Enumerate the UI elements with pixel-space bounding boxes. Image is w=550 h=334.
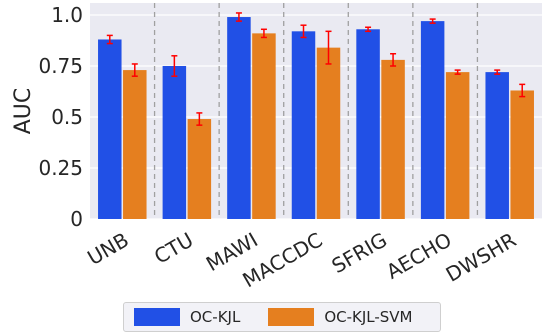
bar-oc-kjl-maccdc — [291, 31, 316, 219]
bar-oc-kjl-svm-unb — [123, 70, 147, 219]
error-bar — [454, 69, 461, 75]
x-category-label: AECHO — [382, 228, 456, 284]
error-bar — [519, 83, 526, 98]
bar-oc-kjl-mawi — [227, 17, 251, 220]
y-tick-label: 0.75 — [38, 54, 83, 78]
bar-oc-kjl-dwshr — [485, 72, 509, 220]
x-category-label: UNB — [83, 228, 133, 270]
bar-oc-kjl-svm-mawi — [252, 33, 276, 219]
error-bar — [171, 55, 178, 77]
y-tick-label: 0.5 — [51, 105, 83, 129]
bar-oc-kjl-svm-aecho — [445, 72, 470, 220]
bar-oc-kjl-svm-dwshr — [510, 90, 534, 219]
error-bar — [365, 26, 372, 33]
error-bar — [429, 18, 436, 24]
error-bar — [300, 24, 307, 39]
x-category-label: SFRIG — [328, 228, 392, 279]
error-bar — [325, 30, 332, 65]
error-bar — [494, 69, 501, 75]
bar-oc-kjl-ctu — [162, 66, 187, 219]
legend-item-oc-kjl-svm: OC-KJL-SVM — [268, 308, 413, 326]
legend-swatch-oc-kjl-svm — [268, 308, 315, 326]
bar-oc-kjl-aecho — [420, 21, 445, 220]
error-bar — [131, 63, 138, 77]
error-bar — [196, 112, 203, 126]
legend-label-oc-kjl-svm: OC-KJL-SVM — [324, 308, 413, 326]
legend-label-oc-kjl: OC-KJL — [190, 308, 241, 326]
y-tick-labels: 0 0.25 0.5 0.75 1.0 — [38, 3, 83, 231]
bar-oc-kjl-unb — [98, 39, 122, 220]
group-separators — [153, 3, 479, 219]
bars — [98, 17, 534, 220]
y-axis-label: AUC — [11, 88, 36, 135]
legend: OC-KJL OC-KJL-SVM — [123, 302, 441, 332]
error-bar — [106, 34, 113, 45]
bar-oc-kjl-svm-maccdc — [316, 47, 341, 219]
error-bar — [390, 53, 397, 67]
bar-oc-kjl-svm-ctu — [187, 119, 212, 219]
bar-oc-kjl-svm-sfrig — [381, 59, 405, 219]
x-category-label: DWSHR — [442, 227, 521, 286]
legend-swatch-oc-kjl — [134, 308, 180, 326]
y-tick-label: 0 — [70, 207, 83, 231]
error-bars — [106, 12, 526, 126]
error-bar — [235, 12, 242, 22]
error-bar — [260, 28, 267, 39]
y-tick-label: 0.25 — [38, 156, 83, 180]
x-category-label: CTU — [150, 228, 197, 269]
plot-area — [90, 3, 542, 219]
legend-item-oc-kjl: OC-KJL — [134, 308, 240, 326]
y-tick-label: 1.0 — [51, 3, 83, 27]
bar-oc-kjl-sfrig — [356, 29, 380, 220]
